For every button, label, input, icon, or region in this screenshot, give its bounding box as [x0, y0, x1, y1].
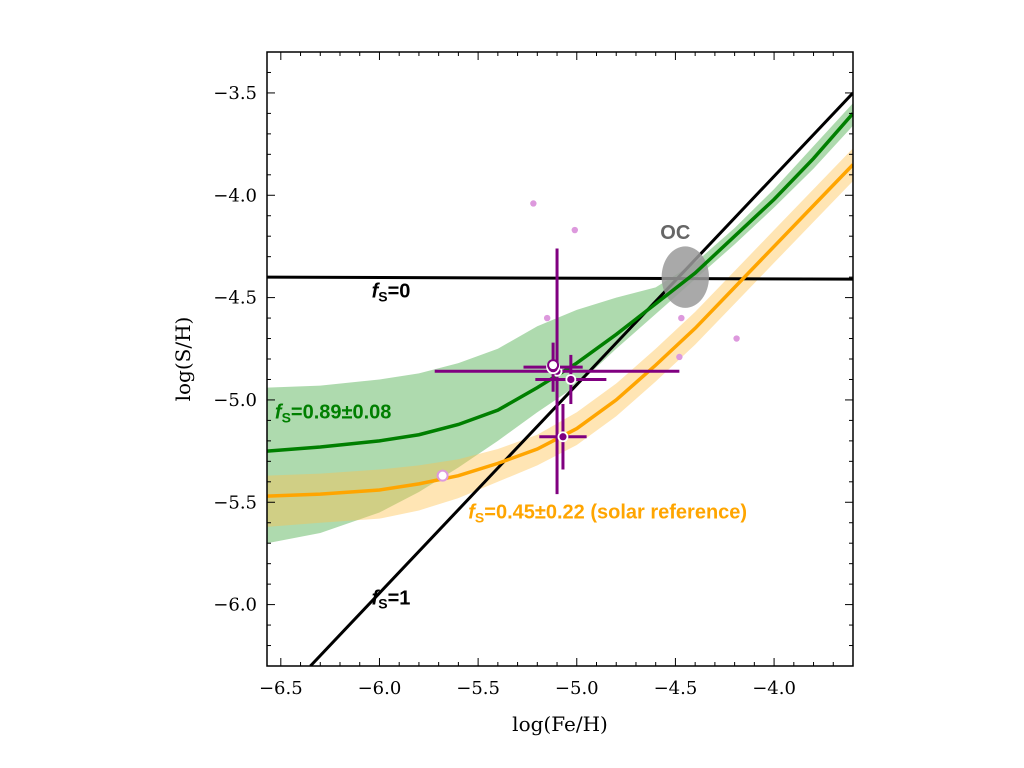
- x-tick-label: −4.0: [752, 678, 796, 699]
- light-point-5: [733, 335, 740, 342]
- x-tick-label: −6.0: [358, 678, 402, 699]
- y-tick-label: −6.0: [213, 595, 257, 616]
- measurement-point-2: [565, 374, 577, 385]
- band-series-0: [267, 103, 853, 544]
- curve-series-1: [267, 163, 853, 498]
- axis-ticks: −6.5 −6.0 −5.5 −5.0 −4.5 −4.0 −3.5 −4.0 −4.5 −5.0…: [213, 51, 854, 699]
- annotation-value: =0.45±0.22 (solar reference): [484, 502, 747, 524]
- curve-series-0: [267, 112, 853, 453]
- open-point-0: [547, 359, 560, 372]
- band-series-1: [267, 148, 853, 527]
- y-tick-label: −3.5: [213, 83, 257, 104]
- data-points: [434, 200, 740, 495]
- measurement-point-3: [557, 431, 569, 443]
- oc-label: OC: [660, 222, 690, 244]
- x-tick-label: −4.5: [654, 678, 698, 699]
- annotation-value: =0: [388, 281, 411, 303]
- oc-ellipse: [661, 246, 709, 308]
- x-axis-label: log(Fe/H): [512, 712, 608, 736]
- y-tick-label: −4.0: [213, 185, 257, 206]
- light-point-3: [678, 314, 685, 322]
- annotation-value: =1: [388, 588, 411, 610]
- annotation-2: fS=0.89±0.08: [275, 401, 392, 425]
- reference-line-f0: [267, 275, 853, 281]
- annotation-subscript: S: [378, 596, 387, 612]
- light-point-4: [676, 353, 683, 361]
- x-tick-label: −6.5: [259, 678, 303, 699]
- light-point-2: [543, 314, 551, 322]
- oc-region: [661, 246, 709, 308]
- y-tick-label: −4.5: [213, 288, 257, 309]
- x-tick-label: −5.5: [456, 678, 500, 699]
- x-tick-label: −5.0: [555, 678, 599, 699]
- annotation-3: fS=0.45±0.22 (solar reference): [468, 502, 747, 526]
- y-tick-label: −5.0: [213, 390, 257, 411]
- annotation-subscript: S: [282, 409, 291, 425]
- annotation-subscript: S: [378, 289, 387, 305]
- annotation-f: f: [468, 502, 477, 524]
- y-tick-label: −5.5: [213, 492, 257, 513]
- uncertainty-bands: [267, 103, 853, 544]
- annotation-0: fS=0: [372, 281, 411, 305]
- model-curves: [267, 112, 853, 498]
- light-point-0: [530, 200, 537, 207]
- annotation-f: f: [372, 281, 381, 303]
- annotation-subscript: S: [475, 510, 484, 526]
- annotation-f: f: [372, 588, 381, 610]
- light-point-1: [571, 226, 578, 234]
- y-axis-label: log(S/H): [171, 317, 195, 402]
- annotation-value: =0.89±0.08: [291, 401, 392, 423]
- annotation-f: f: [275, 401, 284, 423]
- open-point-1: [436, 469, 449, 482]
- annotation-1: fS=1: [372, 588, 411, 612]
